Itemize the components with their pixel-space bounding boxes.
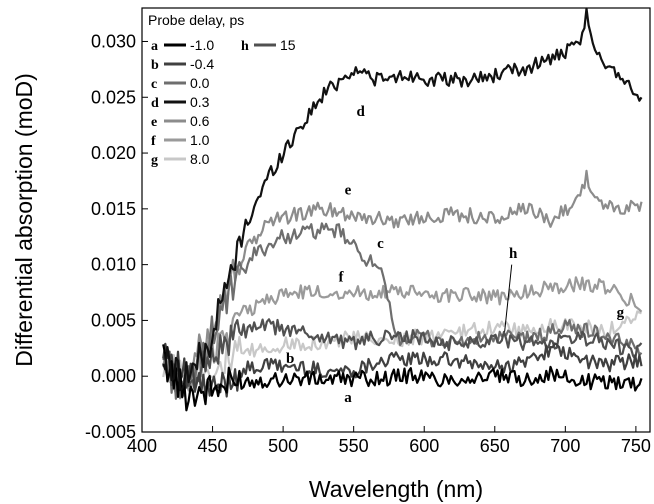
- legend-letter-c: c: [151, 77, 157, 92]
- legend-letter-f: f: [151, 134, 156, 149]
- legend-letter-g: g: [151, 153, 158, 168]
- y-axis-title: Differential absorption (moD): [11, 73, 37, 367]
- x-tick-label: 400: [127, 436, 157, 456]
- x-tick-label: 500: [268, 436, 298, 456]
- legend-value-e: 0.6: [190, 113, 210, 129]
- series-g-line: [162, 310, 642, 392]
- legend-value-a: -1.0: [190, 37, 214, 53]
- x-tick-label: 600: [409, 436, 439, 456]
- y-tick-label: 0.015: [91, 199, 136, 219]
- legend-value-f: 1.0: [190, 132, 210, 148]
- series-h-line: [162, 318, 643, 393]
- y-tick-label: 0.030: [91, 31, 136, 51]
- legend-letter-b: b: [151, 58, 159, 73]
- curve-label-h: h: [509, 246, 518, 262]
- curve-label-c: c: [377, 236, 384, 252]
- y-tick-label: -0.005: [85, 422, 136, 442]
- legend-value-d: 0.3: [190, 94, 210, 110]
- curve-label-d: d: [357, 104, 366, 120]
- series-b-line: [162, 342, 643, 398]
- x-tick-label: 650: [480, 436, 510, 456]
- y-tick-label: 0.000: [91, 366, 136, 386]
- series-f-line: [162, 276, 643, 394]
- curve-label-e: e: [345, 182, 352, 198]
- legend-title: Probe delay, ps: [148, 12, 244, 28]
- x-tick-label: 550: [339, 436, 369, 456]
- x-tick-label: 750: [621, 436, 651, 456]
- legend-letter-a: a: [151, 39, 158, 54]
- series-d-line: [162, 7, 643, 392]
- x-axis-title: Wavelength (nm): [309, 476, 483, 502]
- legend-letter-h: h: [241, 39, 249, 54]
- curve-label-b: b: [286, 351, 294, 367]
- series-a-line: [162, 344, 643, 412]
- y-tick-label: 0.005: [91, 310, 136, 330]
- x-tick-label: 700: [550, 436, 580, 456]
- legend-value-b: -0.4: [190, 56, 214, 72]
- y-tick-label: 0.010: [91, 255, 136, 275]
- plot-frame: [141, 7, 651, 433]
- y-tick-label: 0.020: [91, 143, 136, 163]
- legend-value-h: 15: [280, 37, 296, 53]
- curve-label-g: g: [617, 305, 625, 321]
- curve-label-f: f: [338, 269, 344, 285]
- y-tick-label: 0.025: [91, 87, 136, 107]
- series-e-line: [162, 169, 643, 400]
- x-tick-label: 450: [198, 436, 228, 456]
- legend-letter-d: d: [151, 96, 159, 111]
- legend-value-g: 8.0: [190, 151, 210, 167]
- curve-h-leader: [504, 264, 513, 332]
- legend-letter-e: e: [151, 115, 157, 130]
- legend-value-c: 0.0: [190, 75, 210, 91]
- curve-label-a: a: [344, 390, 352, 406]
